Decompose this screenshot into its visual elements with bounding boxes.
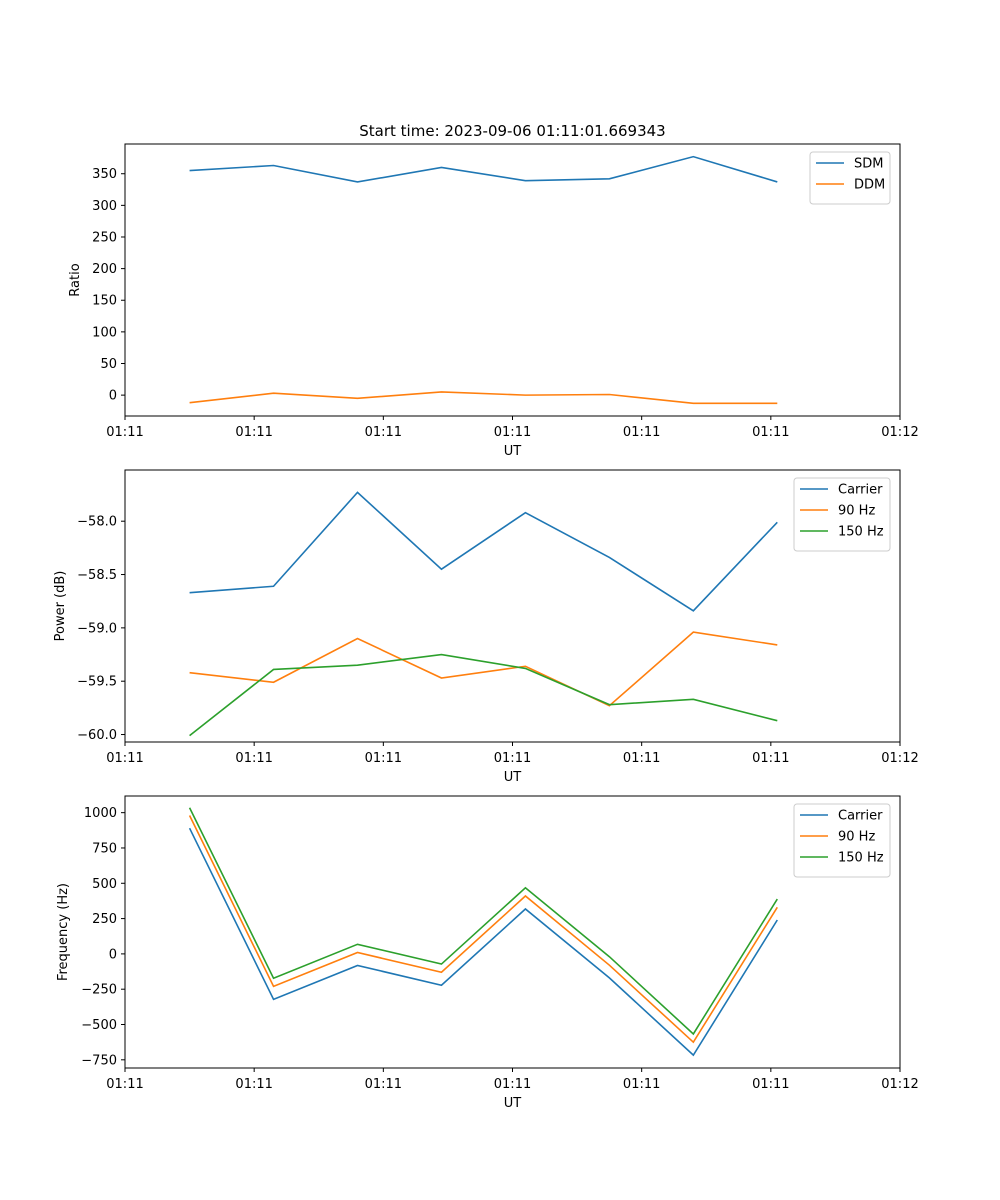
x-tick-label: 01:11 [365,425,402,440]
series-line-150-hz [188,807,778,1036]
y-tick-label: 200 [92,262,117,277]
y-axis-label: Power (dB) [53,571,68,642]
series-line-90-hz [188,815,778,1044]
panel-3: 01:11 01:11 01:11 01:11 01:11 01:11 01:12 −750 −… [56,795,919,1111]
legend-entry: 90 Hz [838,830,875,845]
y-tick-label: 250 [92,912,117,927]
x-tick-label: 01:11 [752,425,789,440]
y-tick-label: −58.0 [77,515,117,530]
y-tick-label: 0 [109,947,117,962]
x-tick-label: 01:11 [106,751,143,766]
y-tick-label: 100 [92,325,117,340]
x-tick-label: 01:11 [623,1077,660,1092]
legend-box [809,151,891,205]
legend-entry: Carrier [838,483,883,498]
y-tick-label: −750 [81,1053,117,1068]
x-tick-label: 01:12 [881,1077,918,1092]
legend-entry: 150 Hz [838,851,884,866]
y-tick-label: −500 [81,1018,117,1033]
x-tick-label: 01:11 [494,751,531,766]
x-tick-label: 01:11 [365,751,402,766]
legend-box [793,477,891,552]
series-line-carrier [188,827,778,1057]
panels: 01:11 01:11 01:11 01:11 01:11 01:11 01:12 0 50 10… [53,143,919,1111]
legend-entry: DDM [854,178,885,193]
legend-entry: 90 Hz [838,504,875,519]
y-tick-label: −60.0 [77,728,117,743]
x-axis-label: UT [504,770,522,785]
y-axis-label: Ratio [68,263,83,296]
y-tick-label: 250 [92,230,117,245]
y-tick-label: 0 [109,389,117,404]
y-tick-label: 1000 [84,806,117,821]
x-tick-label: 01:11 [494,1077,531,1092]
x-axis-label: UT [504,444,522,459]
x-tick-label: 01:11 [365,1077,402,1092]
legend-entry: SDM [854,157,883,172]
x-tick-label: 01:11 [235,1077,272,1092]
x-tick-label: 01:11 [235,425,272,440]
x-tick-label: 01:12 [881,751,918,766]
legend: Carrier 90 Hz 150 Hz [793,803,891,878]
series-line-ddm [189,391,778,405]
y-axis-label: Frequency (Hz) [56,883,71,981]
y-tick-label: −59.5 [77,675,117,690]
y-tick-label: 750 [92,841,117,856]
x-tick-label: 01:11 [494,425,531,440]
x-axis-label: UT [504,1096,522,1111]
y-tick-label: −59.0 [77,621,117,636]
x-tick-label: 01:11 [106,425,143,440]
legend: SDM DDM [809,151,891,205]
panel-1: 01:11 01:11 01:11 01:11 01:11 01:11 01:12 0 50 10… [68,143,919,459]
x-tick-label: 01:12 [881,425,918,440]
legend: Carrier 90 Hz 150 Hz [793,477,891,552]
x-tick-label: 01:11 [752,1077,789,1092]
series-line-150-hz [189,653,778,737]
y-tick-label: 300 [92,199,117,214]
series-line-carrier [189,491,778,612]
panel-2: 01:11 01:11 01:11 01:11 01:11 01:11 01:12 −60.0… [53,469,919,785]
chart-title: Start time: 2023-09-06 01:11:01.669343 [359,122,665,140]
series-line-sdm [189,155,778,183]
x-tick-label: 01:11 [623,751,660,766]
legend-entry: Carrier [838,809,883,824]
legend-entry: 150 Hz [838,525,884,540]
y-tick-label: −250 [81,983,117,998]
x-tick-label: 01:11 [235,751,272,766]
legend-box [793,803,891,878]
y-tick-label: 150 [92,294,117,309]
x-tick-label: 01:11 [623,425,660,440]
y-tick-label: −58.5 [77,568,117,583]
y-tick-label: 50 [100,357,117,372]
x-tick-label: 01:11 [752,751,789,766]
y-tick-label: 500 [92,877,117,892]
x-tick-label: 01:11 [106,1077,143,1092]
y-tick-label: 350 [92,167,117,182]
series-line-90-hz [189,631,778,707]
